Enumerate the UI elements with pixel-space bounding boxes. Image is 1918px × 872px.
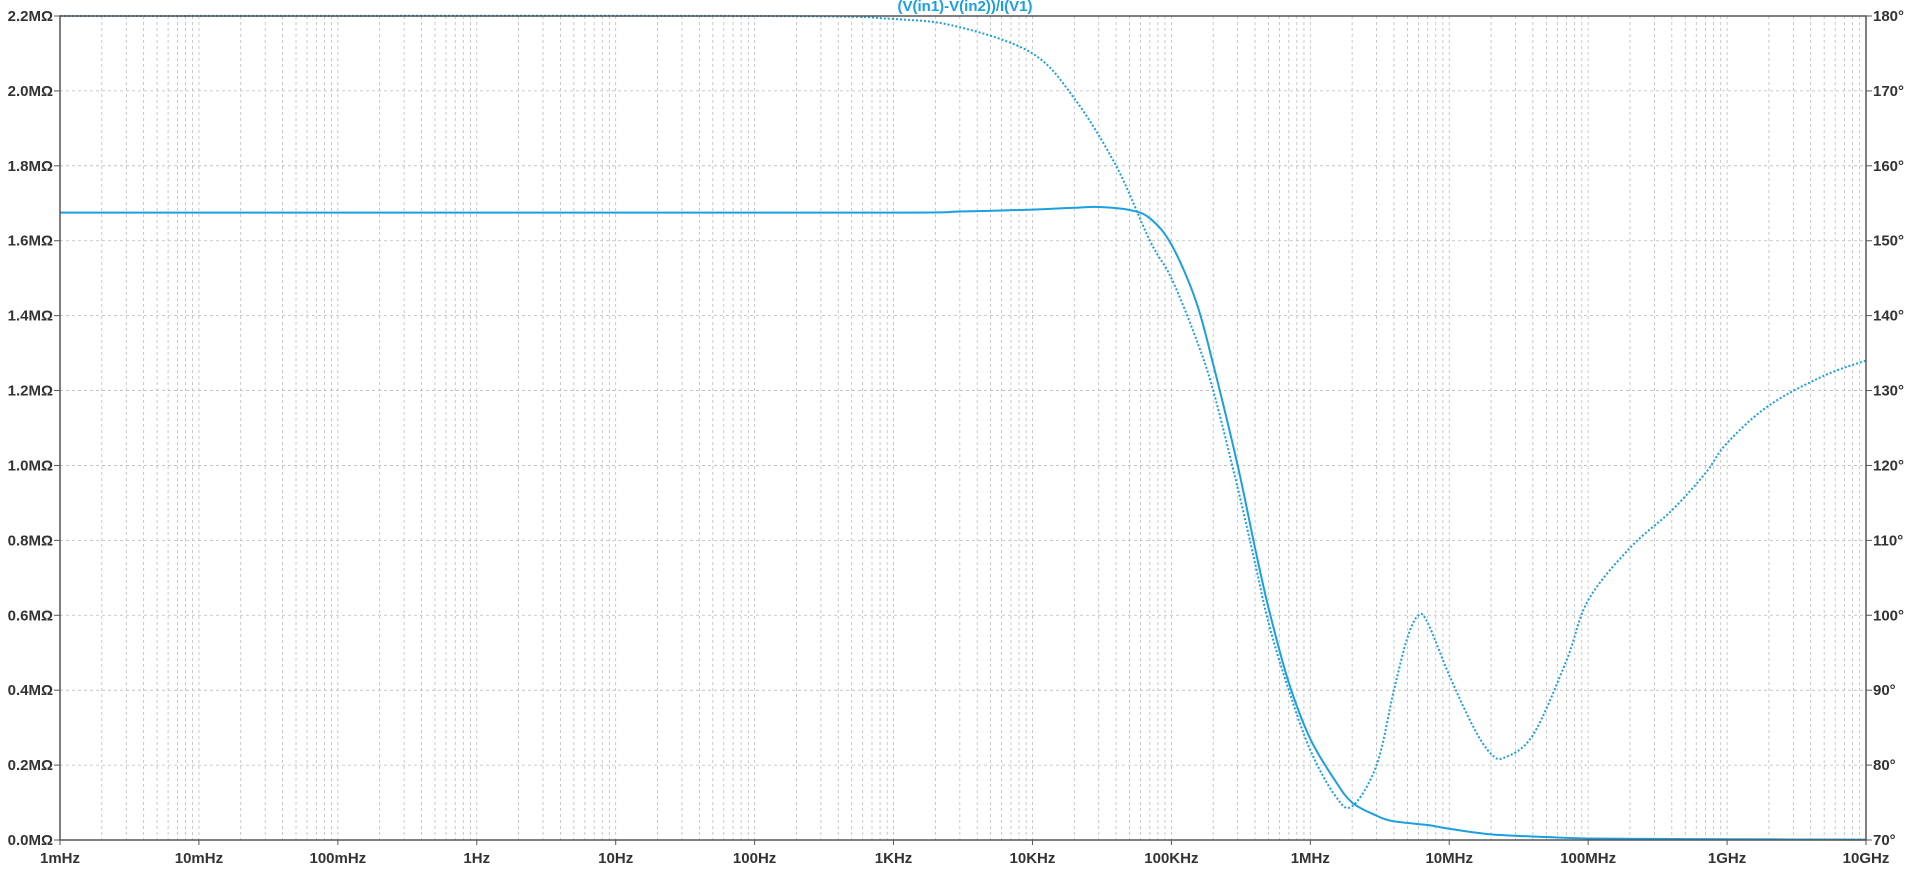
x-tick-label: 100mHz bbox=[309, 850, 366, 867]
y-right-tick-label: 130° bbox=[1873, 383, 1904, 400]
x-tick-label: 10GHz bbox=[1843, 850, 1890, 867]
y-left-tick-labels: 0.0MΩ 0.2MΩ 0.4MΩ 0.6MΩ 0.8MΩ 1.0MΩ 1.2MΩ 1.4MΩ… bbox=[8, 8, 60, 849]
x-tick-labels: 1mHz 10mHz 100mHz 1Hz 10Hz 100Hz 1KHz 10KHz 100K… bbox=[40, 840, 1889, 867]
y-right-tick-label: 180° bbox=[1873, 8, 1904, 25]
y-right-tick-label: 170° bbox=[1873, 83, 1904, 100]
chart-title: (V(in1)-V(in2))/I(V1) bbox=[898, 0, 1033, 15]
x-tick-label: 10mHz bbox=[175, 850, 223, 867]
y-right-tick-label: 80° bbox=[1873, 757, 1896, 774]
y-right-tick-label: 110° bbox=[1873, 532, 1903, 549]
x-tick-label: 100Hz bbox=[733, 850, 776, 867]
y-left-tick-label: 2.2MΩ bbox=[8, 8, 53, 25]
y-left-tick-label: 0.2MΩ bbox=[8, 757, 53, 774]
grid bbox=[59, 15, 1866, 841]
y-right-tick-labels: 70° 80° 90° 100° 110° 120° 130° 140° 150° 160° 170… bbox=[1866, 8, 1904, 849]
magnitude-trace bbox=[59, 205, 1867, 841]
y-right-tick-label: 120° bbox=[1873, 457, 1904, 474]
x-tick-label: 10KHz bbox=[1010, 850, 1056, 867]
x-tick-label: 1Hz bbox=[463, 850, 490, 867]
x-tick-label: 1mHz bbox=[40, 850, 80, 867]
x-tick-label: 10Hz bbox=[598, 850, 633, 867]
x-tick-label: 1MHz bbox=[1291, 850, 1330, 867]
y-left-tick-label: 0.6MΩ bbox=[8, 607, 53, 624]
y-right-tick-label: 160° bbox=[1873, 158, 1904, 175]
y-left-tick-label: 1.0MΩ bbox=[8, 457, 53, 474]
x-tick-label: 100KHz bbox=[1144, 850, 1198, 867]
traces bbox=[59, 14, 1867, 841]
y-left-tick-label: 1.8MΩ bbox=[8, 158, 53, 175]
y-right-tick-label: 70° bbox=[1873, 832, 1896, 849]
y-right-tick-label: 100° bbox=[1873, 607, 1904, 624]
y-left-tick-label: 0.8MΩ bbox=[8, 532, 53, 549]
plot-frame bbox=[59, 15, 1867, 841]
y-left-tick-label: 1.6MΩ bbox=[8, 233, 53, 250]
y-left-tick-label: 1.2MΩ bbox=[8, 383, 53, 400]
x-tick-label: 1KHz bbox=[875, 850, 913, 867]
x-tick-label: 10MHz bbox=[1425, 850, 1473, 867]
y-left-tick-label: 1.4MΩ bbox=[8, 308, 53, 325]
x-tick-label: 1GHz bbox=[1708, 850, 1746, 867]
y-left-tick-label: 0.4MΩ bbox=[8, 682, 53, 699]
y-right-tick-label: 150° bbox=[1873, 233, 1904, 250]
y-right-tick-label: 140° bbox=[1873, 308, 1904, 325]
y-left-tick-label: 2.0MΩ bbox=[8, 83, 53, 100]
x-tick-label: 100MHz bbox=[1560, 850, 1616, 867]
y-left-tick-label: 0.0MΩ bbox=[8, 832, 53, 849]
y-right-tick-label: 90° bbox=[1873, 682, 1896, 699]
